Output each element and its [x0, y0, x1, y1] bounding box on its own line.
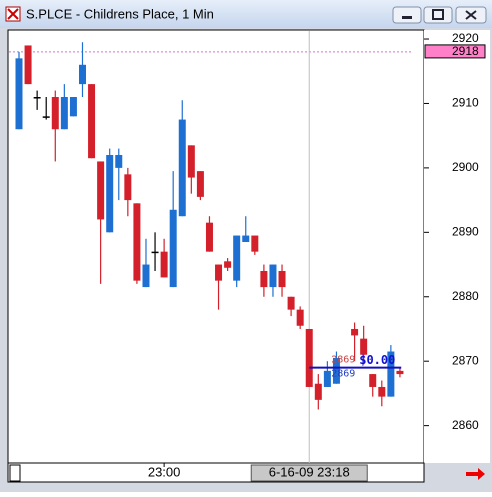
- candle-body: [78, 64, 86, 85]
- candle-body: [42, 116, 50, 118]
- maximize-button[interactable]: [423, 6, 453, 24]
- candle-body: [133, 203, 141, 281]
- y-tick-label: 2880: [452, 289, 479, 303]
- candle-body: [296, 309, 304, 326]
- candle-body: [305, 328, 313, 387]
- y-tick-label: 2900: [452, 160, 479, 174]
- window-title: S.PLCE - Childrens Place, 1 Min: [26, 6, 214, 21]
- candle-body: [351, 328, 359, 336]
- candle-body: [242, 235, 250, 242]
- candle-body: [323, 370, 331, 387]
- candle-body: [51, 97, 59, 130]
- pnl-label: $0.00: [359, 353, 395, 367]
- close-glyph: [465, 10, 477, 20]
- candle-body: [24, 45, 32, 85]
- y-tick-label: 2890: [452, 224, 479, 238]
- candle-body: [69, 97, 77, 117]
- candle-body: [178, 119, 186, 217]
- y-tick-label: 2870: [452, 353, 479, 367]
- candle-body: [205, 222, 213, 252]
- candle-body: [269, 264, 277, 288]
- minimize-glyph: [402, 16, 412, 19]
- app-icon-glyph: [7, 8, 19, 20]
- price-axis: [424, 30, 490, 463]
- x-tick-label: 23:00: [148, 464, 181, 479]
- scroll-box[interactable]: [9, 464, 21, 482]
- candle-body: [332, 357, 340, 384]
- cursor-label-box: [250, 464, 368, 482]
- candle-body: [151, 251, 159, 254]
- current-price-box: [424, 44, 486, 59]
- candle-body: [378, 386, 386, 397]
- y-tick-label: 2920: [452, 31, 479, 45]
- candle-body: [115, 155, 123, 168]
- window-buttons[interactable]: [392, 6, 487, 24]
- candle-body: [169, 209, 177, 288]
- candle-body: [215, 264, 223, 281]
- minimize-button[interactable]: [392, 6, 422, 24]
- candle-body: [106, 155, 114, 233]
- candle-body: [224, 261, 232, 268]
- candle-body: [196, 171, 204, 197]
- candle-body: [33, 97, 41, 99]
- candle-body: [387, 351, 395, 397]
- ask-label: 2869: [331, 369, 355, 380]
- scroll-arrow[interactable]: [466, 468, 485, 480]
- candle-body: [396, 370, 404, 375]
- candle-body: [88, 84, 96, 159]
- candle-body: [233, 235, 241, 281]
- candle-body: [187, 145, 195, 178]
- candle-body: [369, 374, 377, 387]
- candle-body: [15, 58, 23, 130]
- candle-body: [251, 235, 259, 252]
- plot-area: [7, 29, 425, 464]
- y-tick-label: 2860: [452, 418, 479, 432]
- candle-body: [314, 383, 322, 400]
- candle-body: [124, 174, 132, 201]
- maximize-glyph: [432, 9, 444, 20]
- cursor-label: 6-16-09 23:18: [269, 464, 350, 479]
- candle-body: [60, 97, 68, 130]
- y-tick-label: 2910: [452, 96, 479, 110]
- candle-body: [142, 264, 150, 288]
- candle-body: [278, 270, 286, 288]
- bid-label: 2869: [331, 355, 355, 366]
- candle-body: [260, 270, 268, 288]
- current-price-label: 2918: [452, 44, 479, 58]
- candle-body: [160, 251, 168, 278]
- candle-body: [360, 338, 368, 355]
- candle-body: [97, 161, 105, 220]
- candle-body: [287, 296, 295, 310]
